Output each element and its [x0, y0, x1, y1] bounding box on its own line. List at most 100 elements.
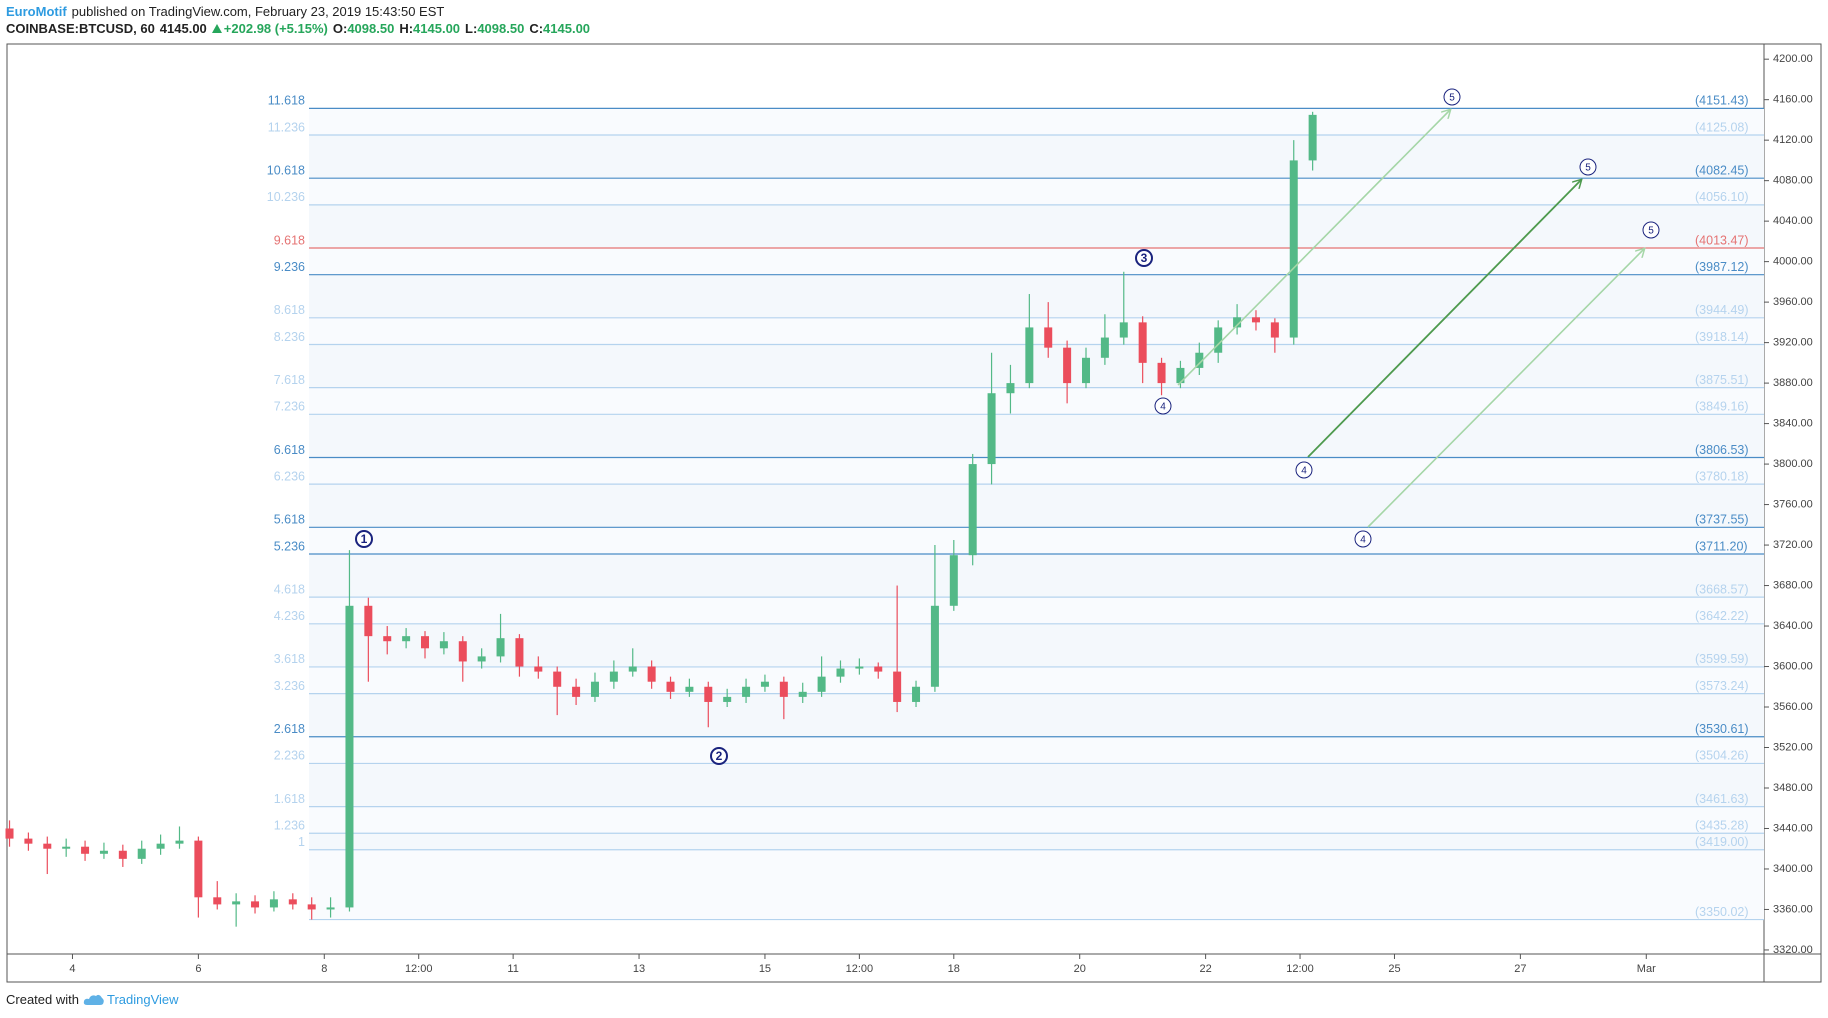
fib-price-label: (3599.59)	[1695, 652, 1749, 666]
brand-logo	[83, 994, 104, 1005]
candle-body	[742, 686, 751, 697]
fib-price-label: (3944.49)	[1695, 303, 1749, 317]
candle-body	[553, 671, 562, 687]
candle-body	[62, 846, 71, 849]
fib-price-label: (3875.51)	[1695, 373, 1749, 387]
candles	[5, 111, 1317, 927]
author-link[interactable]: EuroMotif	[6, 4, 67, 19]
fib-price-label: (4125.08)	[1695, 120, 1749, 134]
candle-body	[326, 907, 335, 910]
candle-body	[194, 840, 203, 898]
fib-ratio-label: 10.618	[267, 163, 305, 177]
candle-body	[893, 671, 902, 702]
y-tick-label: 3800.00	[1773, 458, 1813, 470]
fib-band	[309, 763, 1764, 807]
candle-body	[836, 668, 845, 677]
wave-label: 4	[1360, 535, 1366, 546]
brand[interactable]: TradingView	[106, 992, 179, 1007]
fib-ratio-label: 5.236	[274, 539, 305, 553]
y-tick-label: 3960.00	[1773, 296, 1813, 308]
x-tick-label: 18	[948, 963, 960, 975]
candle-body	[307, 904, 316, 910]
fib-price-label: (3642.22)	[1695, 609, 1749, 623]
up-arrow	[211, 24, 222, 33]
candle-body	[874, 666, 883, 672]
fib-price-label: (4056.10)	[1695, 190, 1749, 204]
fib-ratio-label: 3.236	[274, 679, 305, 693]
candle-body	[269, 899, 278, 908]
candle-body	[5, 828, 14, 839]
projection-arrows	[1177, 110, 1644, 528]
x-tick-label: 12:00	[1286, 963, 1314, 975]
candle-body	[968, 464, 977, 556]
fib-price-label: (4082.45)	[1695, 163, 1749, 177]
fib-ratio-label: 4.236	[274, 609, 305, 623]
candle-body	[496, 638, 505, 657]
footer: Created with TradingView	[6, 992, 179, 1007]
candle-body	[685, 686, 694, 692]
wave-circle	[1642, 221, 1660, 239]
y-tick-label: 4120.00	[1773, 134, 1813, 146]
fib-ratio-label: 8.618	[274, 303, 305, 317]
fib-price-label: (4013.47)	[1695, 233, 1749, 247]
fib-levels: 11.618 (4151.43)11.236 (4125.08)10.618 (408…	[267, 94, 1764, 921]
frame	[6, 43, 1822, 983]
y-tick-label: 4200.00	[1773, 53, 1813, 65]
fib-price-label: (4151.43)	[1695, 94, 1749, 108]
candle-body	[1119, 322, 1128, 338]
fib-band	[309, 108, 1764, 136]
candle-body	[81, 846, 90, 854]
ohlc-key: H:	[399, 21, 414, 36]
candle-body	[345, 605, 354, 908]
fib-ratio-label: 4.618	[274, 582, 305, 596]
fib-price-label: (3350.02)	[1695, 905, 1749, 919]
y-tick-label: 3760.00	[1773, 498, 1813, 510]
wave-label: 5	[1449, 93, 1455, 104]
fib-band	[309, 527, 1764, 554]
candle-body	[1270, 322, 1279, 338]
fib-price-label: (3737.55)	[1695, 513, 1749, 527]
candle-body	[288, 899, 297, 905]
header: EuroMotif published on TradingView.com, …	[6, 3, 595, 37]
candle-body	[704, 686, 713, 702]
y-tick-label: 3600.00	[1773, 660, 1813, 672]
y-tick-label: 3480.00	[1773, 782, 1813, 794]
candle-body	[609, 671, 618, 682]
candle-body	[779, 681, 788, 697]
fib-band	[309, 849, 1764, 920]
candle-body	[590, 681, 599, 697]
fib-ratio-label: 7.618	[274, 373, 305, 387]
candle-body	[364, 605, 373, 637]
wave-label: 4	[1301, 466, 1307, 477]
candle-body	[439, 641, 448, 649]
candle-body	[1233, 317, 1242, 328]
fib-price-label: (3711.20)	[1695, 539, 1748, 553]
fib-price-label: (3504.26)	[1695, 749, 1749, 763]
x-tick-label: 8	[321, 963, 327, 975]
candle-body	[477, 656, 486, 662]
fib-band	[309, 178, 1764, 205]
fib-ratio-label: 11.236	[268, 120, 305, 134]
fib-ratio-label: 9.618	[274, 233, 305, 247]
candle-body	[1195, 352, 1204, 368]
candle-body	[628, 666, 637, 672]
candle-body	[1063, 347, 1072, 384]
x-tick-label: 11	[507, 963, 518, 975]
fib-band	[309, 135, 1764, 179]
fib-ratio-label: 1	[298, 835, 305, 849]
fib-band	[309, 387, 1764, 415]
candle-body	[723, 696, 732, 702]
wave-circle	[1443, 88, 1461, 106]
y-tick-label: 3400.00	[1773, 863, 1813, 875]
wave-circle	[710, 747, 728, 765]
x-tick-label: 22	[1199, 963, 1211, 975]
publish-line: EuroMotif published on TradingView.com, …	[6, 3, 595, 20]
y-tick-label: 4080.00	[1773, 175, 1813, 187]
fib-price-label: (3435.28)	[1695, 819, 1749, 833]
axes: 3320.00 3360.00 3400.00 3440.00 3480.00 3520.…	[69, 53, 1812, 975]
x-tick-label: 12:00	[846, 963, 874, 975]
ohlc-value: 4145.00	[543, 21, 591, 36]
fib-bands	[309, 108, 1764, 920]
fib-price-label: (3849.16)	[1695, 400, 1749, 414]
symbol-line: COINBASE:BTCUSD, 60 4145.00 +202.98 (+5.…	[6, 20, 595, 37]
